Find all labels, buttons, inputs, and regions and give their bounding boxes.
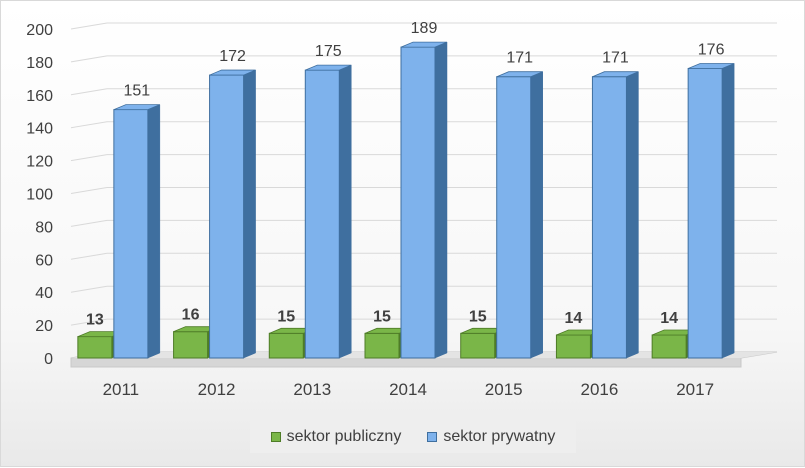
bar-sektor-publiczny [173, 331, 209, 359]
data-label-publiczny: 15 [277, 308, 295, 325]
data-label-prywatny: 171 [506, 50, 533, 67]
bar-sektor-publiczny [460, 332, 496, 359]
gridline-depth [70, 318, 108, 326]
bar-sektor-prywatny [400, 46, 436, 359]
bar-sektor-publiczny [77, 336, 113, 359]
bar-sektor-prywatny [209, 74, 245, 359]
y-tick-label: 80 [35, 219, 53, 236]
bar-sektor-prywatny-top [496, 71, 543, 78]
gridline-depth [70, 121, 108, 129]
data-label-publiczny: 15 [469, 308, 487, 325]
y-tick-label: 160 [26, 88, 53, 105]
x-category-label: 2012 [198, 380, 236, 399]
bar-sektor-prywatny-top [113, 104, 161, 111]
x-category-label: 2011 [103, 380, 140, 399]
x-category-label: 2016 [581, 380, 619, 399]
bar-sektor-prywatny-top [592, 71, 639, 78]
data-label-prywatny: 151 [124, 83, 151, 100]
bar-sektor-prywatny-top [400, 41, 448, 48]
bar-sektor-prywatny-side [339, 64, 352, 359]
gridline-depth [70, 55, 108, 63]
x-category-label: 2015 [485, 380, 523, 399]
y-tick-label: 140 [26, 121, 53, 138]
bar-sektor-publiczny [555, 334, 591, 359]
gridline-depth [70, 187, 108, 194]
bar-sektor-prywatny-top [687, 63, 735, 69]
bar-sektor-prywatny-side [243, 69, 256, 359]
gridline-depth [70, 154, 108, 162]
gridline-depth [70, 219, 108, 227]
data-label-prywatny: 171 [602, 50, 629, 67]
x-category-label: 2014 [389, 380, 427, 399]
bar-sektor-prywatny-side [434, 41, 448, 359]
bar-sektor-prywatny-side [626, 71, 639, 359]
y-tick-label: 200 [26, 22, 53, 39]
legend-swatch-private [427, 432, 438, 442]
legend-item-private[interactable]: sektor prywatny [427, 428, 555, 446]
y-tick-label: 60 [35, 252, 53, 269]
bar-sektor-prywatny-side [530, 71, 543, 359]
data-label-publiczny: 15 [373, 308, 391, 325]
y-tick-label: 20 [35, 318, 53, 335]
y-tick-label: 0 [44, 351, 53, 368]
bar-sektor-prywatny [113, 109, 149, 359]
gridline-depth [70, 88, 108, 96]
bar-sektor-prywatny [304, 69, 340, 359]
bar-sektor-publiczny [268, 332, 304, 359]
y-tick-label: 180 [26, 55, 53, 72]
bar-sektor-prywatny-side [721, 63, 735, 359]
y-tick-label: 100 [26, 187, 53, 204]
x-category-label: 2013 [293, 380, 331, 399]
legend: sektor publiczny sektor prywatny [250, 421, 576, 453]
bar-sektor-prywatny [496, 76, 532, 359]
gridline-depth [70, 22, 108, 30]
bar-sektor-publiczny [364, 332, 400, 359]
data-label-publiczny: 14 [660, 310, 678, 327]
data-label-publiczny: 14 [565, 310, 583, 327]
bar-sektor-prywatny-top [209, 69, 256, 76]
legend-label-private: sektor prywatny [443, 428, 556, 445]
x-category-label: 2017 [676, 380, 714, 399]
legend-item-public[interactable]: sektor publiczny [270, 428, 402, 446]
gridline-depth [70, 252, 108, 260]
data-label-prywatny: 176 [698, 41, 725, 58]
data-label-prywatny: 172 [219, 48, 246, 65]
data-label-prywatny: 175 [315, 43, 342, 60]
bar-sektor-prywatny-side [147, 104, 161, 359]
bar-sektor-publiczny [651, 334, 687, 359]
data-label-publiczny: 13 [86, 312, 104, 329]
y-tick-label: 40 [35, 285, 53, 302]
data-label-publiczny: 16 [182, 307, 200, 324]
legend-swatch-public [270, 432, 281, 442]
bar-sektor-prywatny [687, 67, 723, 359]
bar-sektor-prywatny-top [305, 64, 352, 71]
bar-sektor-prywatny [591, 76, 627, 359]
legend-label-public: sektor publiczny [286, 428, 402, 445]
y-tick-label: 120 [26, 154, 53, 171]
data-label-prywatny: 189 [411, 20, 438, 37]
gridline-depth [70, 285, 108, 293]
